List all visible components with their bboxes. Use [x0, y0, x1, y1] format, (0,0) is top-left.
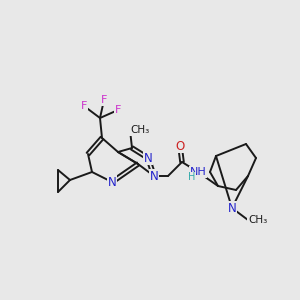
Text: NH: NH — [190, 167, 206, 177]
Text: H: H — [188, 172, 196, 182]
Text: N: N — [144, 152, 152, 164]
Text: N: N — [108, 176, 116, 188]
Text: O: O — [176, 140, 184, 152]
Text: N: N — [150, 169, 158, 182]
Text: F: F — [115, 105, 121, 115]
Text: F: F — [81, 101, 87, 111]
Text: N: N — [228, 202, 236, 214]
Text: CH₃: CH₃ — [248, 215, 267, 225]
Text: CH₃: CH₃ — [130, 125, 149, 135]
Text: F: F — [101, 95, 107, 105]
